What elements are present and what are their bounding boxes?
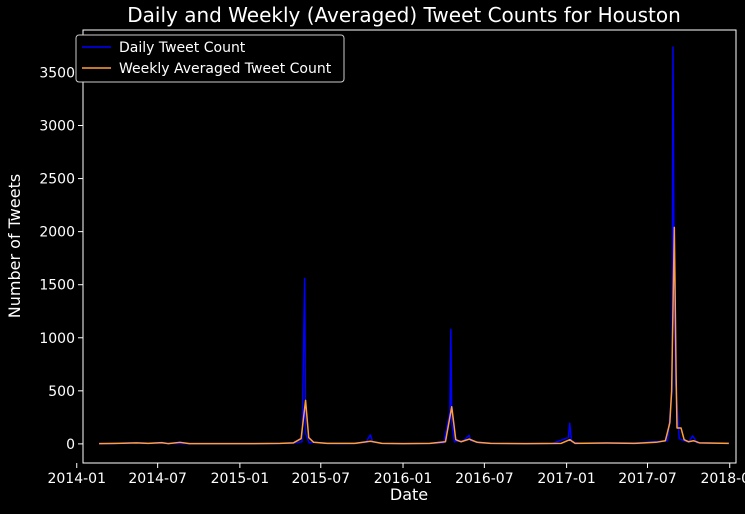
x-tick-label: 2014-01: [47, 471, 106, 487]
x-tick-label: 2017-07: [618, 471, 677, 487]
y-tick-label: 0: [66, 437, 75, 453]
x-tick-label: 2016-01: [374, 471, 433, 487]
legend: Daily Tweet Count Weekly Averaged Tweet …: [75, 34, 345, 83]
plot-frame: [82, 29, 737, 464]
y-tick-label: 500: [48, 384, 75, 400]
legend-box: [75, 34, 345, 83]
chart-title: Daily and Weekly (Averaged) Tweet Counts…: [127, 3, 681, 27]
x-axis-ticks: 2014-01 2014-07 2015-01 2015-07 2016-01 2016-…: [47, 463, 745, 487]
x-axis-label: Date: [390, 485, 428, 504]
y-axis-ticks: 0 500 1000 1500 2000 2500 3000 3500: [39, 65, 83, 453]
y-tick-label: 3500: [39, 65, 75, 81]
y-tick-label: 2500: [39, 172, 75, 188]
series-line-weekly: [99, 226, 729, 445]
y-tick-label: 1000: [39, 331, 75, 347]
x-tick-label: 2014-07: [128, 471, 187, 487]
y-tick-label: 1500: [39, 278, 75, 294]
y-tick-label: 3000: [39, 119, 75, 135]
series-layer: [99, 46, 729, 445]
legend-label-weekly: Weekly Averaged Tweet Count: [119, 61, 332, 77]
x-tick-label: 2017-01: [537, 471, 596, 487]
x-tick-label: 2015-01: [211, 471, 270, 487]
legend-label-daily: Daily Tweet Count: [119, 40, 246, 56]
x-tick-label: 2016-07: [455, 471, 514, 487]
x-tick-label: 2018-01: [700, 471, 745, 487]
y-tick-label: 2000: [39, 225, 75, 241]
y-axis-label: Number of Tweets: [5, 174, 24, 318]
x-tick-label: 2015-07: [292, 471, 351, 487]
